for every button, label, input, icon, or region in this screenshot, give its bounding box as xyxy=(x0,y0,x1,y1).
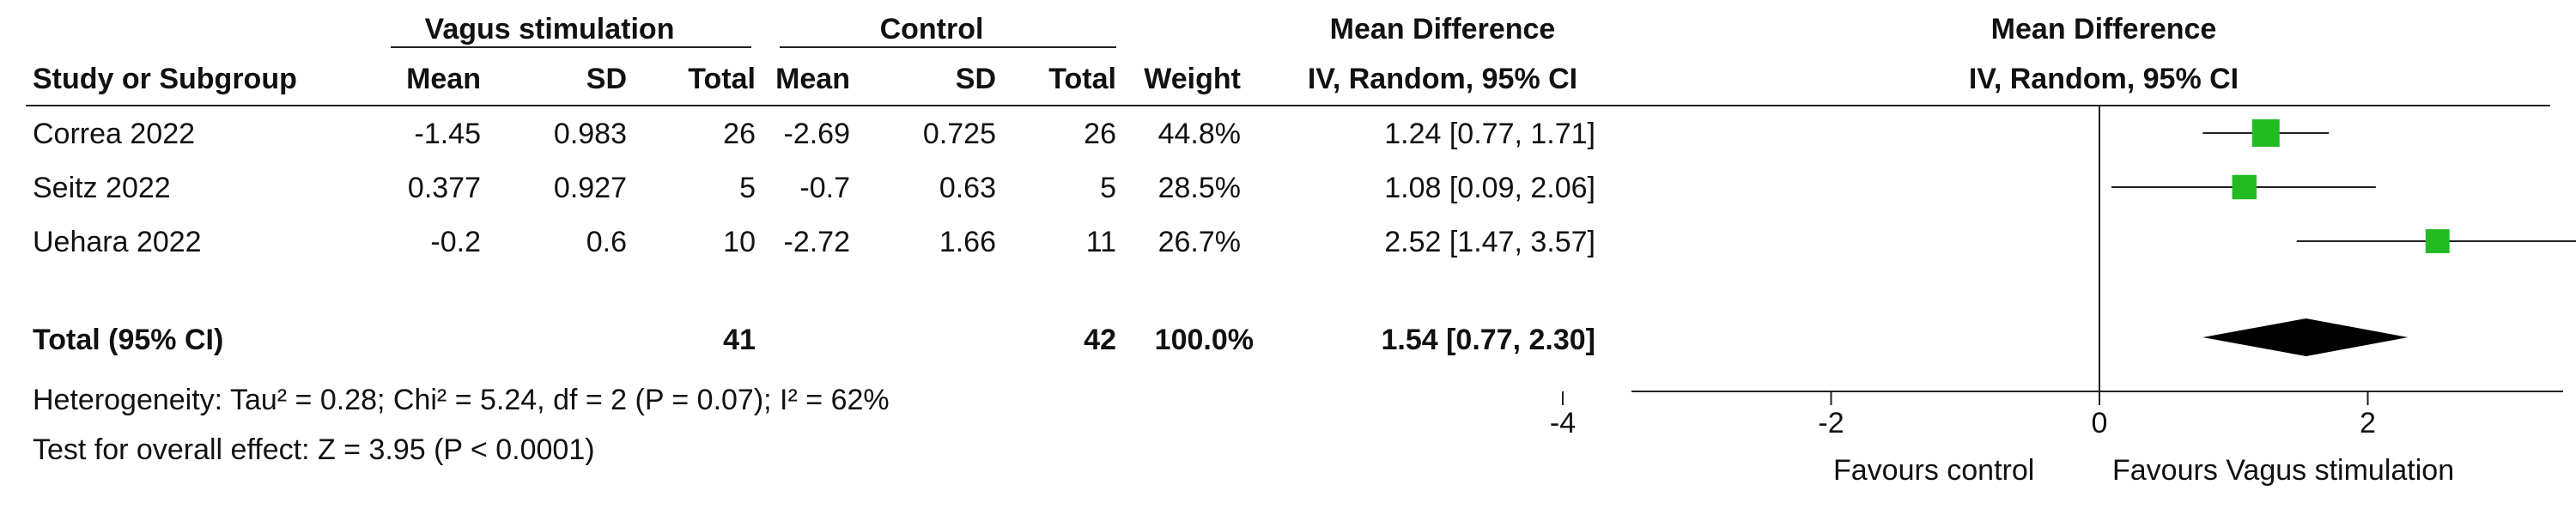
c-mean-header: Mean xyxy=(775,63,850,95)
c-sd: 0.725 xyxy=(922,118,996,150)
pooled-ci: 1.54 [0.77, 2.30] xyxy=(1381,324,1595,356)
e-total: 5 xyxy=(739,172,756,204)
study-name: Uehara 2022 xyxy=(33,226,202,258)
x-tick-label: -4 xyxy=(1550,407,1576,439)
c-total-sum: 42 xyxy=(1084,324,1116,356)
e-mean: -1.45 xyxy=(414,118,482,150)
weight: 28.5% xyxy=(1157,172,1241,204)
x-tick-label: 2 xyxy=(2360,407,2376,439)
e-total-header: Total xyxy=(688,63,756,95)
weight-header: Weight xyxy=(1144,63,1241,95)
e-sd: 0.927 xyxy=(553,172,627,204)
e-sd: 0.6 xyxy=(586,226,627,258)
c-mean: -2.69 xyxy=(783,118,851,150)
x-tick-label: 0 xyxy=(2092,407,2108,439)
c-sd-header: SD xyxy=(955,63,996,95)
x-tick-label: -2 xyxy=(1818,407,1844,439)
weight: 44.8% xyxy=(1157,118,1241,150)
e-sd-header: SD xyxy=(586,63,627,95)
study-marker xyxy=(2251,119,2280,147)
e-total-sum: 41 xyxy=(723,324,756,356)
c-total: 11 xyxy=(1085,226,1116,258)
favours-right-label: Favours Vagus stimulation xyxy=(2112,454,2455,487)
c-sd: 1.66 xyxy=(939,226,996,258)
c-total: 5 xyxy=(1100,172,1116,204)
c-mean: -2.72 xyxy=(783,226,851,258)
e-total: 26 xyxy=(723,118,756,150)
effect-ci: 1.24 [0.77, 1.71] xyxy=(1384,118,1595,150)
total-label: Total (95% CI) xyxy=(33,324,224,356)
header-divider xyxy=(26,105,2550,106)
c-sd: 0.63 xyxy=(939,172,996,204)
favours-left-label: Favours control xyxy=(1833,454,2035,487)
study-header: Study or Subgroup xyxy=(33,63,297,95)
study-marker xyxy=(2425,229,2450,253)
study-marker xyxy=(2232,174,2257,200)
group-header-vagus: Vagus stimulation xyxy=(424,13,675,45)
pooled-diamond xyxy=(2202,318,2409,356)
e-mean-header: Mean xyxy=(406,63,481,95)
effect-ci: 2.52 [1.47, 3.57] xyxy=(1384,226,1595,258)
e-sd: 0.983 xyxy=(553,118,627,150)
study-name: Seitz 2022 xyxy=(33,172,171,204)
group-header-control: Control xyxy=(879,13,984,45)
e-total: 10 xyxy=(723,226,756,258)
e-mean: -0.2 xyxy=(430,226,481,258)
group-underline-vagus xyxy=(391,46,751,48)
overall-effect-text: Test for overall effect: Z = 3.95 (P < 0… xyxy=(33,433,595,466)
c-total-header: Total xyxy=(1048,63,1116,95)
c-total: 26 xyxy=(1084,118,1116,150)
plot-header: Mean Difference xyxy=(1990,13,2217,45)
weight: 26.7% xyxy=(1157,226,1241,258)
c-mean: -0.7 xyxy=(799,172,850,204)
heterogeneity-text: Heterogeneity: Tau² = 0.28; Chi² = 5.24,… xyxy=(33,384,890,416)
e-mean: 0.377 xyxy=(407,172,481,204)
md-method-header: IV, Random, 95% CI xyxy=(1307,63,1578,95)
md-header: Mean Difference xyxy=(1329,13,1556,45)
effect-ci: 1.08 [0.09, 2.06] xyxy=(1384,172,1595,204)
group-underline-control xyxy=(780,46,1116,48)
study-name: Correa 2022 xyxy=(33,118,196,150)
total-weight: 100.0% xyxy=(1154,324,1254,356)
plot-method-header: IV, Random, 95% CI xyxy=(1968,63,2239,95)
